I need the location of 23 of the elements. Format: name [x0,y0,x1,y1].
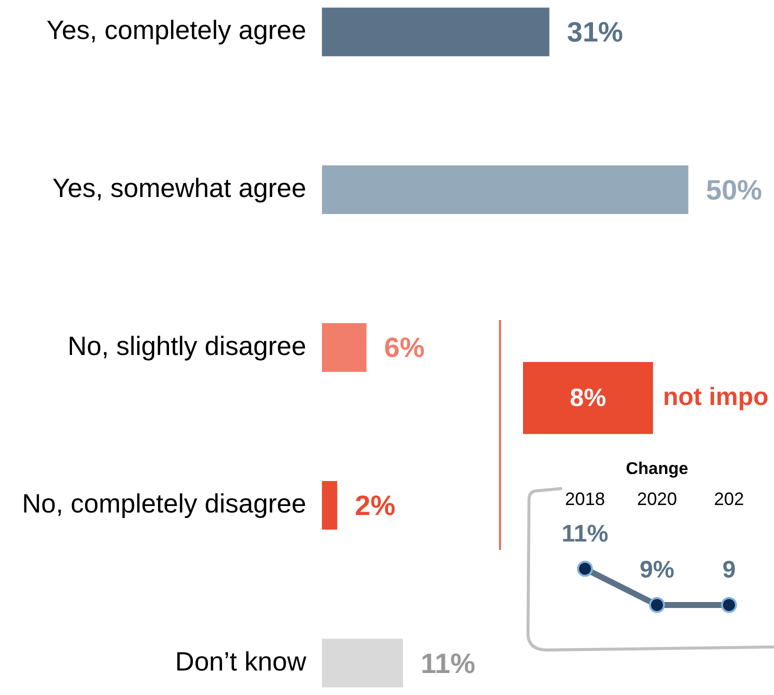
data-label: 9 [722,556,736,584]
bar [322,323,366,372]
y-tick-label: Yes, completely agree [46,15,306,46]
data-label: 6% [384,332,425,364]
x-tick-label: 2020 [636,488,678,509]
data-label: 31% [567,16,624,48]
data-label: 2% [354,490,396,522]
annotation: not impo [663,382,769,412]
bar [322,165,688,214]
data-label: 9% [640,556,674,584]
y-tick-label: Yes, somewhat agree [52,173,306,204]
y-tick-label: No, completely disagree [22,488,306,519]
bar [322,480,338,530]
bar [322,8,550,56]
y-tick-label: No, slightly disagree [68,330,306,361]
y-tick-label: Don’t know [175,646,308,676]
x-tick-label: 202 [714,488,744,509]
data-label: 50% [706,174,762,206]
bar [322,638,404,688]
chart-title: Change [626,458,688,478]
data-label: 11% [562,520,608,548]
x-tick-label: 2018 [564,488,606,509]
data-label: 11% [420,648,476,679]
